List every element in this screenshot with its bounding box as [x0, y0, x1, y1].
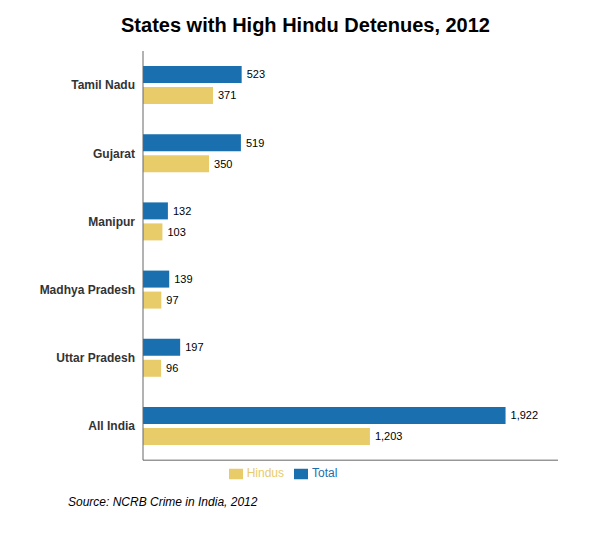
svg-text:Gujarat: Gujarat [93, 147, 135, 161]
svg-text:103: 103 [167, 226, 185, 238]
svg-text:197: 197 [185, 341, 203, 353]
svg-text:132: 132 [173, 205, 191, 217]
svg-text:Manipur: Manipur [88, 215, 135, 229]
html-text:Hindus: Hindus [246, 466, 284, 481]
svg-text:Uttar Pradesh: Uttar Pradesh [56, 351, 135, 365]
svg-text:1,203: 1,203 [375, 430, 403, 442]
html-text:States with High Hindu Detenue: States with High Hindu Detenues, 2012 [121, 14, 490, 36]
svg-text:1,922: 1,922 [511, 409, 539, 421]
html-text:Source: NCRB Crime in India, 2: Source: NCRB Crime in India, 2012 [68, 495, 258, 509]
svg-text:Tamil Nadu: Tamil Nadu [71, 78, 135, 92]
svg-text:519: 519 [246, 137, 264, 149]
svg-text:Madhya Pradesh: Madhya Pradesh [40, 283, 135, 297]
svg-text:371: 371 [218, 89, 236, 101]
svg-text:97: 97 [166, 294, 178, 306]
html-text:Total: Total [312, 466, 338, 481]
svg-text:523: 523 [247, 68, 265, 80]
svg-text:96: 96 [166, 362, 178, 374]
svg-text:All India: All India [88, 419, 135, 433]
svg-text:350: 350 [214, 158, 232, 170]
svg-text:139: 139 [174, 273, 192, 285]
